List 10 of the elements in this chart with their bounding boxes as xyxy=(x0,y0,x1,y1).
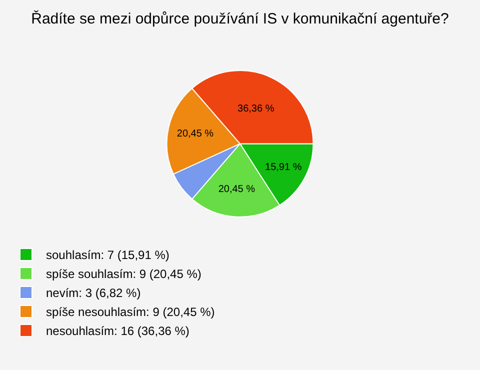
data-label: 15,91 % xyxy=(265,162,302,173)
data-label: 20,45 % xyxy=(176,128,214,140)
legend-label: souhlasím: 7 (15,91 %) xyxy=(46,248,170,262)
legend-label: nesouhlasím: 16 (36,36 %) xyxy=(46,324,190,338)
data-label: 20,45 % xyxy=(218,184,256,195)
legend-label: nevím: 3 (6,82 %) xyxy=(46,286,141,300)
legend-label: spíše souhlasím: 9 (20,45 %) xyxy=(46,267,202,282)
chart-title: Řadíte se mezi odpůrce používání IS v komunikační agentuře? xyxy=(31,9,449,28)
legend-label: spíše nesouhlasím: 9 (20,45 %) xyxy=(46,305,215,320)
data-label: 36,36 % xyxy=(238,103,274,114)
